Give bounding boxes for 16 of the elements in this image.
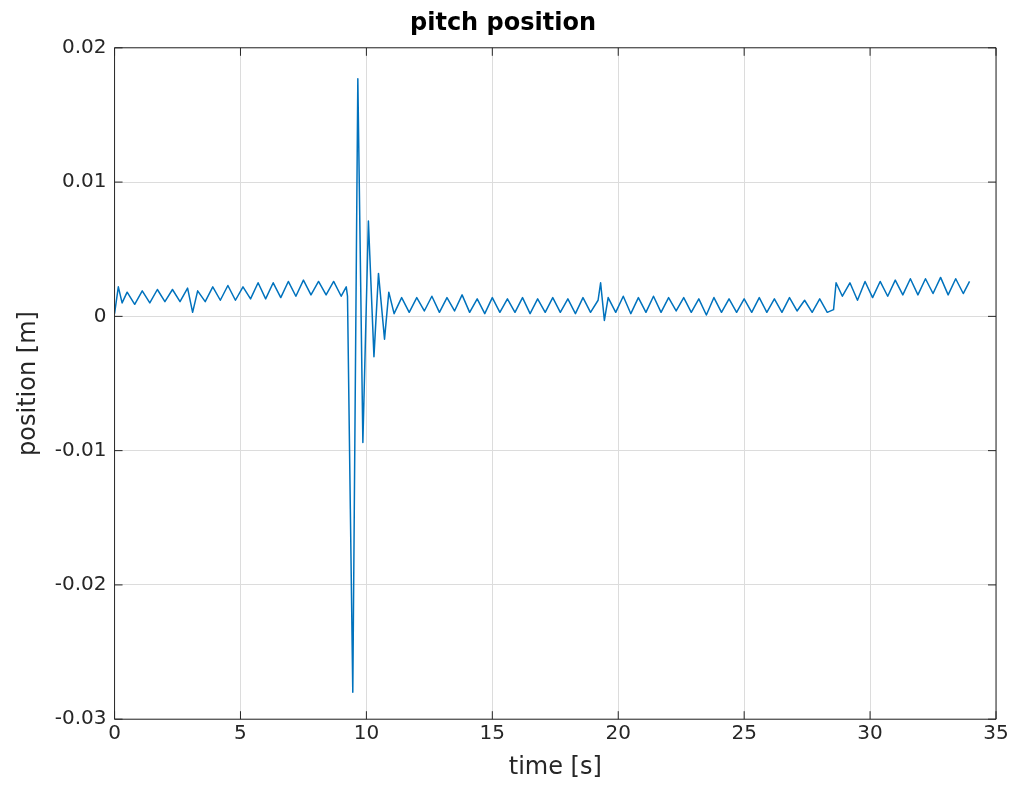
x-tick-label: 25 [731, 720, 757, 745]
x-axis-title: time [s] [508, 751, 602, 780]
y-axis-title: position [m] [12, 311, 41, 456]
x-tick-label: 35 [983, 720, 1009, 745]
x-tick-label: 10 [353, 720, 380, 745]
y-tick-label: -0.02 [54, 571, 107, 596]
y-tick-label: 0.01 [62, 168, 107, 193]
y-tick-label: 0 [93, 302, 107, 327]
x-tick-label: 5 [234, 720, 247, 745]
chart-title: pitch position [410, 7, 596, 36]
x-tick-label: 15 [479, 720, 506, 745]
x-tick-label: 20 [605, 720, 631, 745]
y-tick-label: 0.02 [62, 34, 107, 58]
y-tick-label: -0.01 [54, 436, 107, 461]
y-tick-label: -0.03 [54, 705, 107, 730]
x-tick-label: 30 [857, 720, 883, 745]
